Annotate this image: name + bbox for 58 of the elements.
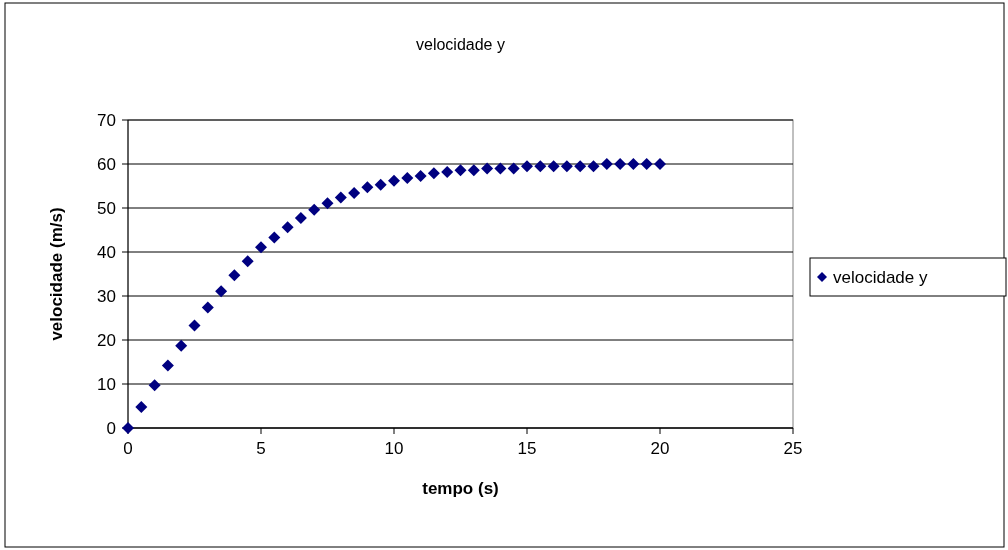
point [294, 212, 307, 225]
point [175, 339, 188, 352]
point [454, 164, 467, 177]
point [348, 187, 361, 200]
x-tick-label: 15 [517, 439, 537, 458]
point [640, 158, 653, 170]
point [627, 158, 640, 170]
point [228, 269, 241, 282]
y-tick-label: 10 [97, 374, 116, 394]
point [388, 174, 400, 187]
point [547, 160, 560, 173]
point [574, 160, 587, 173]
point [467, 164, 480, 177]
point [507, 162, 520, 175]
point [135, 400, 148, 413]
point [521, 160, 533, 173]
x-tick-label: 25 [783, 439, 803, 458]
x-tick-label: 5 [256, 439, 266, 458]
chart-title: velocidade y [416, 36, 505, 53]
y-tick-label: 50 [97, 198, 116, 218]
y-tick-label: 20 [97, 330, 116, 350]
point [374, 178, 387, 191]
y-tick-label: 0 [106, 418, 116, 438]
point [654, 158, 666, 170]
point [188, 319, 201, 332]
x-tick-label: 10 [384, 439, 404, 458]
x-tick-label: 20 [650, 439, 670, 458]
point [215, 285, 228, 298]
point [441, 165, 454, 178]
point [560, 160, 573, 173]
x-axis-title: tempo (s) [422, 479, 499, 498]
legend-label: velocidade y [833, 267, 928, 287]
point [201, 301, 214, 314]
y-tick-label: 30 [97, 286, 116, 306]
y-tick-label: 70 [97, 110, 116, 130]
y-axis-title: velocidade (m/s) [47, 207, 66, 341]
y-tick-label: 40 [97, 242, 116, 262]
point [600, 158, 613, 170]
point [427, 167, 440, 180]
y-tick-label: 60 [97, 154, 116, 174]
point [268, 231, 281, 244]
point [401, 172, 414, 185]
point [534, 160, 547, 173]
point [148, 379, 161, 392]
point [414, 169, 427, 182]
point [321, 197, 334, 210]
point [587, 160, 600, 173]
point [481, 162, 494, 175]
point [361, 181, 374, 194]
point [241, 255, 254, 268]
x-tick-label: 0 [123, 439, 133, 458]
point [614, 158, 627, 170]
point [255, 241, 267, 254]
point [334, 191, 347, 204]
point [161, 359, 174, 372]
point [308, 203, 321, 216]
point [281, 221, 294, 234]
point [494, 162, 507, 175]
